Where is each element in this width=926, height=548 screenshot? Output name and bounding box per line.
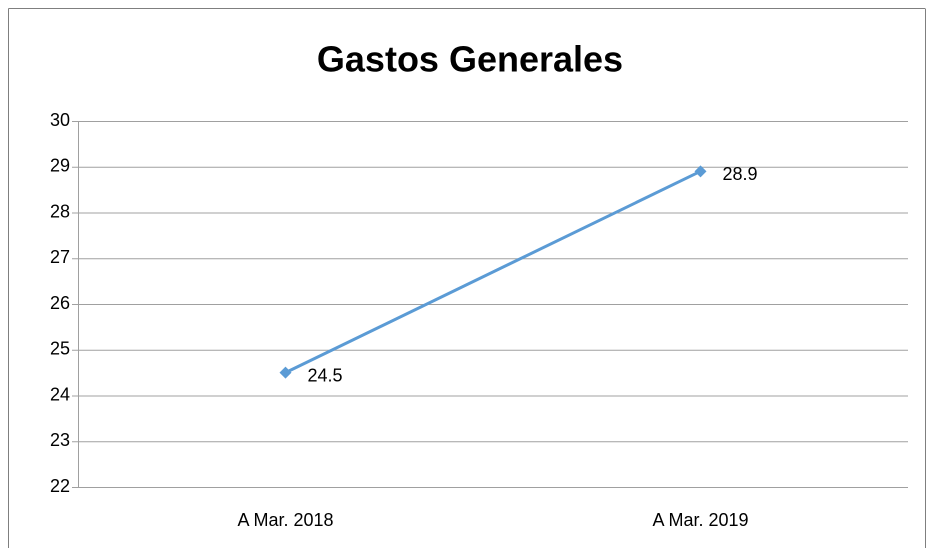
chart-title: Gastos Generales xyxy=(317,39,623,80)
y-tick-label: 29 xyxy=(50,156,70,176)
data-label: 28.9 xyxy=(723,164,758,184)
y-tick-label: 23 xyxy=(50,430,70,450)
y-tick-label: 30 xyxy=(50,110,70,130)
marker xyxy=(694,165,707,178)
x-tick-label: A Mar. 2019 xyxy=(652,510,748,530)
y-tick-label: 26 xyxy=(50,293,70,313)
y-tick-label: 28 xyxy=(50,201,70,221)
data-label: 24.5 xyxy=(308,365,343,385)
line xyxy=(284,169,702,374)
marker xyxy=(279,366,292,379)
y-tick-label: 22 xyxy=(50,476,70,496)
y-tick-label: 25 xyxy=(50,339,70,359)
x-tick-label: A Mar. 2018 xyxy=(237,510,333,530)
y-tick-label: 27 xyxy=(50,247,70,267)
y-tick-label: 24 xyxy=(50,384,70,404)
